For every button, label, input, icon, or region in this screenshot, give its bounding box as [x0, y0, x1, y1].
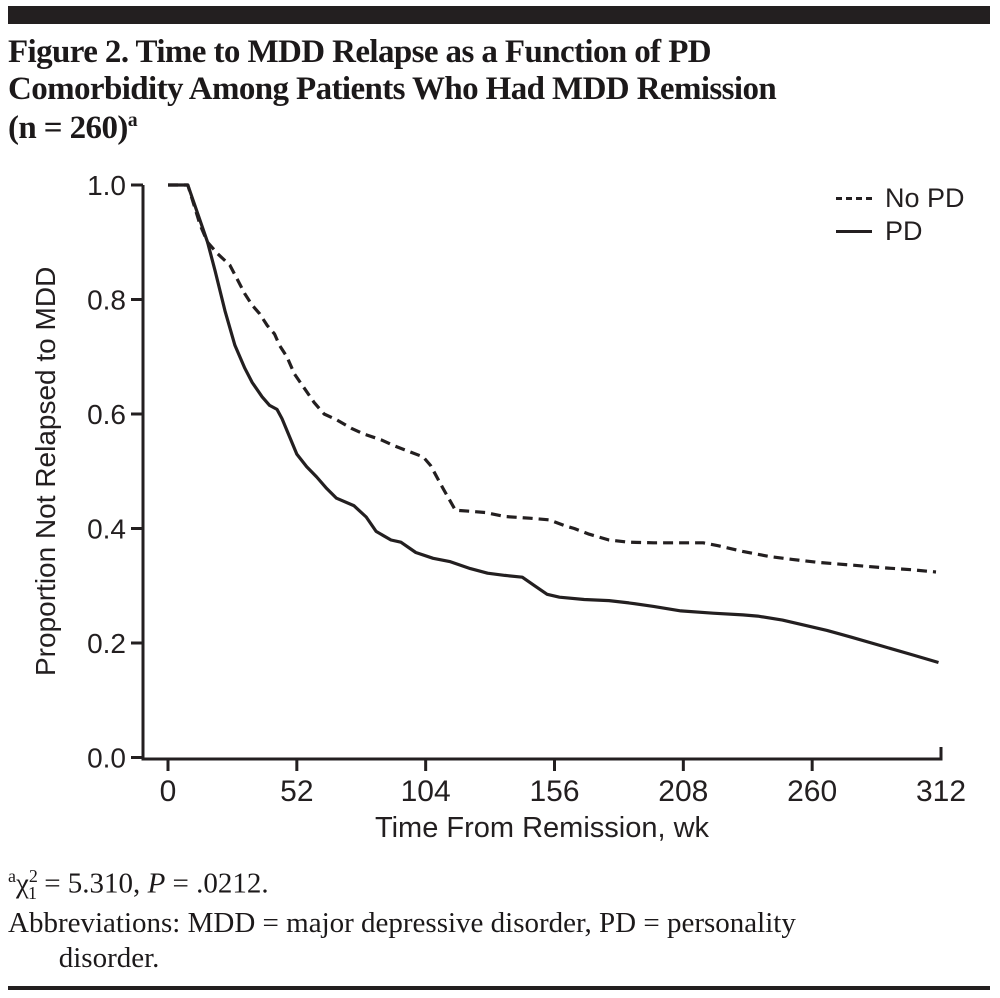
curve-pd — [168, 183, 939, 665]
dashed-line-sample — [836, 197, 872, 200]
sample-size-label: (n = 260) — [8, 109, 128, 146]
x-tick-label: 260 — [787, 775, 837, 808]
legend-label-no-pd: No PD — [885, 183, 965, 213]
x-tick-label: 156 — [529, 775, 579, 808]
legend-item-pd: PD — [836, 215, 965, 248]
bottom-rule — [8, 986, 990, 990]
footnote-abbreviations: Abbreviations: MDD = major depressive di… — [8, 907, 796, 974]
y-tick-label: 0.4 — [87, 514, 126, 545]
footnote-marker: a — [8, 866, 16, 886]
legend-item-no-pd: No PD — [836, 182, 965, 215]
axis-spines — [141, 185, 943, 761]
y-tick-label: 0.6 — [87, 399, 126, 430]
y-tick-label: 0.0 — [87, 743, 126, 774]
chi-subscript: 1 — [27, 883, 37, 904]
title-footnote-marker: a — [127, 108, 138, 131]
solid-line-sample — [836, 230, 872, 233]
x-tick-label: 52 — [280, 775, 313, 808]
footnote-statistic: aχ21 = 5.310, P = .0212. — [8, 866, 269, 904]
x-tick-label: 104 — [401, 775, 451, 808]
chi-value: = 5.310, — [36, 867, 148, 900]
chi-symbol: χ — [15, 867, 29, 900]
curve-no-pd — [168, 183, 937, 574]
legend: No PD PD — [836, 182, 965, 248]
x-tick-label: 312 — [916, 775, 966, 808]
chi-exponent: 2 — [28, 866, 38, 886]
legend-label-pd: PD — [885, 216, 923, 246]
x-tick-label: 0 — [160, 775, 177, 808]
figure-title: Figure 2. Time to MDD Relapse as a Funct… — [8, 34, 908, 147]
x-axis-title: Time From Remission, wk — [374, 812, 710, 844]
figure-title-line-3: (n = 260)a — [8, 109, 908, 147]
figure-title-line-1: Figure 2. Time to MDD Relapse as a Funct… — [8, 34, 712, 70]
y-tick-label: 0.2 — [87, 628, 126, 659]
figure-title-line-2: Comorbidity Among Patients Who Had MDD R… — [8, 71, 777, 108]
y-tick-label: 0.8 — [87, 285, 126, 316]
p-label: P — [147, 867, 166, 900]
p-value: = .0212. — [165, 867, 269, 900]
top-rule — [8, 6, 990, 24]
x-tick-label: 208 — [658, 775, 708, 808]
y-tick-label: 1.0 — [87, 170, 126, 201]
